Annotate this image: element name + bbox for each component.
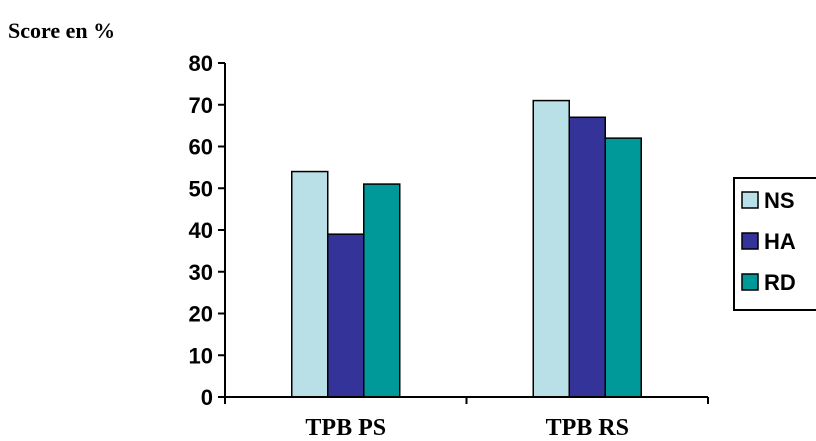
y-tick-label: 50 <box>189 176 213 201</box>
legend-swatch-ha <box>741 232 759 250</box>
x-axis-ticks: TPB PS TPB RS <box>224 397 709 441</box>
y-tick-label: 80 <box>189 51 213 76</box>
y-axis-title: Score en % <box>8 18 115 43</box>
bar-ns-tpb-rs <box>532 99 570 398</box>
legend-label-ha: HA <box>764 229 796 254</box>
legend: NS HA RD <box>733 177 816 311</box>
x-tick-label: TPB PS <box>305 415 386 441</box>
legend-label-rd: RD <box>764 270 796 295</box>
bar-ha-tpb-rs <box>568 116 606 398</box>
y-axis-ticks: 0 10 20 30 40 50 60 70 80 <box>189 51 225 410</box>
x-tick-label: TPB RS <box>546 415 629 441</box>
y-tick-label: 30 <box>189 260 213 285</box>
y-tick-label: 70 <box>189 93 213 118</box>
y-tick-label: 40 <box>189 218 213 243</box>
y-tick-label: 20 <box>189 302 213 327</box>
legend-label-ns: NS <box>764 188 795 213</box>
legend-swatch-rd <box>741 273 759 291</box>
bar-rd-tpb-rs <box>604 137 642 398</box>
y-tick-label: 60 <box>189 135 213 160</box>
legend-swatch-ns <box>741 191 759 209</box>
bar-rd-tpb-ps <box>363 183 401 398</box>
y-tick-label: 10 <box>189 343 213 368</box>
bars <box>291 99 642 398</box>
y-tick-label: 0 <box>201 385 213 410</box>
bar-ns-tpb-ps <box>291 170 329 398</box>
bar-ha-tpb-ps <box>327 233 365 398</box>
